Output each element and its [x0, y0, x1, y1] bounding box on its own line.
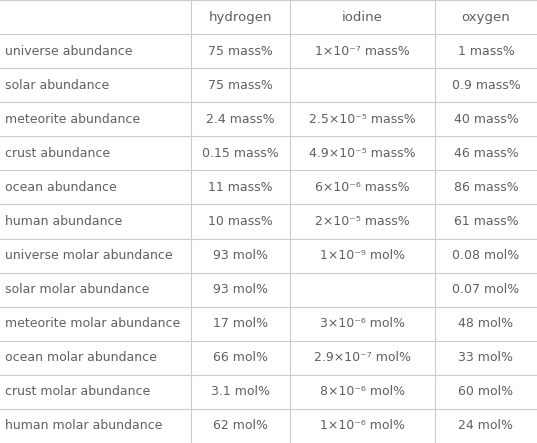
- Text: solar molar abundance: solar molar abundance: [5, 283, 150, 296]
- Text: 75 mass%: 75 mass%: [208, 79, 273, 92]
- Text: iodine: iodine: [342, 11, 383, 23]
- Text: 40 mass%: 40 mass%: [454, 113, 518, 126]
- Text: solar abundance: solar abundance: [5, 79, 110, 92]
- Text: 60 mol%: 60 mol%: [459, 385, 513, 398]
- Text: universe abundance: universe abundance: [5, 45, 133, 58]
- Text: 93 mol%: 93 mol%: [213, 283, 268, 296]
- Text: 24 mol%: 24 mol%: [459, 420, 513, 432]
- Text: 0.08 mol%: 0.08 mol%: [452, 249, 520, 262]
- Text: oxygen: oxygen: [462, 11, 510, 23]
- Text: 1×10⁻⁷ mass%: 1×10⁻⁷ mass%: [315, 45, 410, 58]
- Text: 0.9 mass%: 0.9 mass%: [452, 79, 520, 92]
- Text: 33 mol%: 33 mol%: [459, 351, 513, 364]
- Text: 6×10⁻⁶ mass%: 6×10⁻⁶ mass%: [315, 181, 410, 194]
- Text: ocean molar abundance: ocean molar abundance: [5, 351, 157, 364]
- Text: 3.1 mol%: 3.1 mol%: [211, 385, 270, 398]
- Text: 46 mass%: 46 mass%: [454, 147, 518, 160]
- Text: 1×10⁻⁶ mol%: 1×10⁻⁶ mol%: [320, 420, 405, 432]
- Text: 93 mol%: 93 mol%: [213, 249, 268, 262]
- Text: 11 mass%: 11 mass%: [208, 181, 273, 194]
- Text: hydrogen: hydrogen: [208, 11, 272, 23]
- Text: 2.4 mass%: 2.4 mass%: [206, 113, 274, 126]
- Text: meteorite molar abundance: meteorite molar abundance: [5, 317, 180, 330]
- Text: 1 mass%: 1 mass%: [458, 45, 514, 58]
- Text: 17 mol%: 17 mol%: [213, 317, 268, 330]
- Text: 10 mass%: 10 mass%: [208, 215, 273, 228]
- Text: 2×10⁻⁵ mass%: 2×10⁻⁵ mass%: [315, 215, 410, 228]
- Text: human abundance: human abundance: [5, 215, 122, 228]
- Text: 86 mass%: 86 mass%: [454, 181, 518, 194]
- Text: meteorite abundance: meteorite abundance: [5, 113, 141, 126]
- Text: 48 mol%: 48 mol%: [459, 317, 513, 330]
- Text: 0.15 mass%: 0.15 mass%: [202, 147, 279, 160]
- Text: ocean abundance: ocean abundance: [5, 181, 117, 194]
- Text: universe molar abundance: universe molar abundance: [5, 249, 173, 262]
- Text: crust molar abundance: crust molar abundance: [5, 385, 150, 398]
- Text: crust abundance: crust abundance: [5, 147, 111, 160]
- Text: 62 mol%: 62 mol%: [213, 420, 268, 432]
- Text: 3×10⁻⁶ mol%: 3×10⁻⁶ mol%: [320, 317, 405, 330]
- Text: 1×10⁻⁹ mol%: 1×10⁻⁹ mol%: [320, 249, 405, 262]
- Text: 0.07 mol%: 0.07 mol%: [452, 283, 520, 296]
- Text: 8×10⁻⁶ mol%: 8×10⁻⁶ mol%: [320, 385, 405, 398]
- Text: 61 mass%: 61 mass%: [454, 215, 518, 228]
- Text: 4.9×10⁻⁵ mass%: 4.9×10⁻⁵ mass%: [309, 147, 416, 160]
- Text: human molar abundance: human molar abundance: [5, 420, 163, 432]
- Text: 2.5×10⁻⁵ mass%: 2.5×10⁻⁵ mass%: [309, 113, 416, 126]
- Text: 66 mol%: 66 mol%: [213, 351, 268, 364]
- Text: 2.9×10⁻⁷ mol%: 2.9×10⁻⁷ mol%: [314, 351, 411, 364]
- Text: 75 mass%: 75 mass%: [208, 45, 273, 58]
